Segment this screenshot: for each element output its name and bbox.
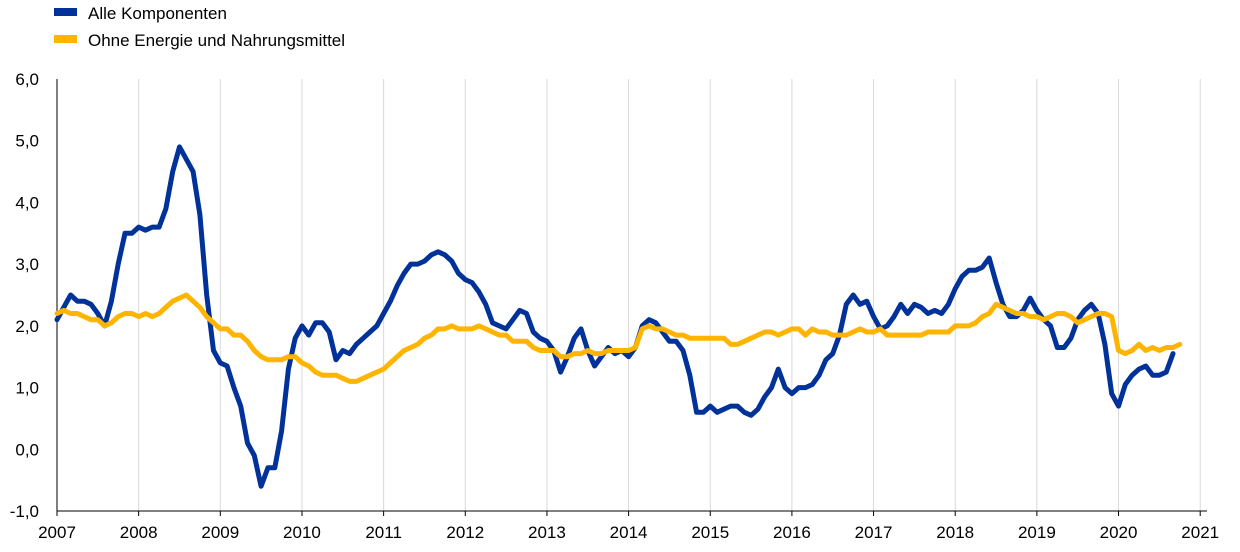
x-tick-label: 2011 — [365, 523, 402, 542]
x-tick-label: 2016 — [773, 523, 811, 542]
series-line-alle-komponenten — [54, 144, 1176, 489]
x-tick-label: 2019 — [1018, 523, 1056, 542]
y-tick-label: -1,0 — [10, 502, 39, 521]
y-tick-label: 5,0 — [15, 132, 39, 151]
x-tick-label: 2007 — [38, 523, 76, 542]
x-tick-label: 2014 — [610, 523, 648, 542]
x-tick-label: 2012 — [446, 523, 484, 542]
x-tick-label: 2017 — [855, 523, 893, 542]
x-tick-label: 2008 — [120, 523, 158, 542]
x-tick-label: 2013 — [528, 523, 566, 542]
legend: Alle Komponenten Ohne Energie und Nahrun… — [54, 4, 345, 50]
x-tick-label: 2009 — [201, 523, 239, 542]
x-tick-label: 2015 — [691, 523, 729, 542]
x-axis: 2007 2008 2009 2010 2011 2012 2013 2014 2015 2016… — [38, 79, 1219, 542]
y-tick-label: 0,0 — [15, 440, 39, 459]
x-tick-label: 2020 — [1100, 523, 1138, 542]
y-tick-label: 2,0 — [15, 317, 39, 336]
y-tick-label: 1,0 — [15, 379, 39, 398]
x-tick-label: 2018 — [936, 523, 974, 542]
y-tick-label: 3,0 — [15, 255, 39, 274]
x-tick-label: 2010 — [283, 523, 321, 542]
gridlines — [138, 79, 1201, 511]
x-tick-label: 2021 — [1181, 523, 1219, 542]
legend-entry-ohne-energie: Ohne Energie und Nahrungsmittel — [54, 31, 345, 50]
legend-label-alle-komponenten: Alle Komponenten — [88, 4, 227, 23]
legend-swatch-ohne-energie — [54, 35, 77, 43]
y-tick-label: 6,0 — [15, 70, 39, 89]
legend-label-ohne-energie: Ohne Energie und Nahrungsmittel — [88, 31, 345, 50]
series-line-ohne-energie-und-nahrungsmittel — [54, 292, 1183, 384]
legend-swatch-alle-komponenten — [54, 8, 77, 16]
y-tick-label: 4,0 — [15, 193, 39, 212]
series-lines — [54, 144, 1183, 489]
legend-entry-alle-komponenten: Alle Komponenten — [54, 4, 227, 23]
y-axis-tick-labels: -1,0 0,0 1,0 2,0 3,0 4,0 5,0 6,0 — [10, 70, 39, 521]
